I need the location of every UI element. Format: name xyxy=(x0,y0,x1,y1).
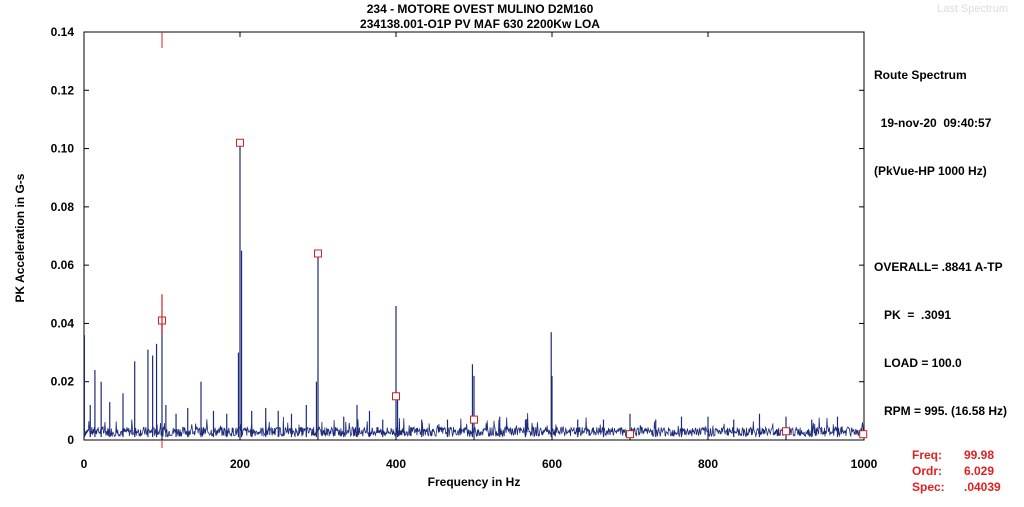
x-tick-label: 1000 xyxy=(851,457,878,471)
watermark: Last Spectrum xyxy=(937,3,1008,15)
peak-marker[interactable] xyxy=(470,415,478,424)
info-line xyxy=(874,211,1007,227)
peak-marker[interactable] xyxy=(236,138,244,147)
cursor-spec-value: .04039 xyxy=(964,480,1001,494)
spectrum-trace xyxy=(83,142,865,438)
info-line: Route Spectrum xyxy=(874,68,967,82)
cursor-freq: Freq: 99.98 xyxy=(912,447,994,463)
chart-axes: 0 0.02 0.04 0.06 0.08 0.10 0.12 0.14 0 200 400 600 8… xyxy=(51,25,878,471)
y-axis-label: PK Acceleration in G-s xyxy=(13,173,27,302)
peak-marker[interactable] xyxy=(859,430,868,439)
y-tick-label: 0.12 xyxy=(51,83,75,97)
x-tick-label: 400 xyxy=(386,457,406,471)
x-tick-label: 800 xyxy=(698,457,718,471)
peak-markers xyxy=(157,138,868,439)
cursor-freq-value: 99.98 xyxy=(964,448,995,462)
cursor-freq-label: Freq: xyxy=(912,448,942,462)
peak-marker[interactable] xyxy=(626,430,634,439)
peak-marker[interactable] xyxy=(782,427,790,436)
x-tick-label: 600 xyxy=(542,457,562,471)
y-tick-label: 0.02 xyxy=(51,375,75,389)
y-tick-label: 0.10 xyxy=(51,142,75,156)
y-tick-label: 0 xyxy=(67,433,74,447)
info-line: PK = .3091 xyxy=(874,308,952,322)
y-tick-label: 0.06 xyxy=(51,258,75,272)
cursor-spec: Spec: .04039 xyxy=(912,479,1001,495)
chart-subtitle: 234138.001-O1P PV MAF 630 2200Kw LOA xyxy=(360,17,600,31)
chart-title: 234 - MOTORE OVEST MULINO D2M160 xyxy=(366,2,594,16)
y-tick-label: 0.08 xyxy=(51,200,75,214)
x-axis-label: Frequency in Hz xyxy=(428,475,521,489)
info-line: OVERALL= .8841 A-TP xyxy=(874,260,1003,274)
cursor-readout: Freq: 99.98 Ordr: 6.029 Spec: .04039 xyxy=(912,447,1001,495)
x-tick-label: 0 xyxy=(81,457,88,471)
peak-marker[interactable] xyxy=(392,392,400,401)
cursor-order-label: Ordr: xyxy=(912,464,942,478)
peak-marker[interactable] xyxy=(314,249,322,258)
cursor-order: Ordr: 6.029 xyxy=(912,463,994,479)
info-line: 19-nov-20 09:40:57 xyxy=(874,116,992,130)
cursor-order-value: 6.029 xyxy=(964,464,995,478)
y-tick-label: 0.04 xyxy=(51,316,75,330)
cursor-spec-label: Spec: xyxy=(912,480,945,494)
x-tick-label: 200 xyxy=(230,457,250,471)
info-line: RPM = 995. (16.58 Hz) xyxy=(874,404,1008,418)
info-line: (PkVue-HP 1000 Hz) xyxy=(874,164,987,178)
info-panel: Route Spectrum 19-nov-20 09:40:57 (PkVue… xyxy=(874,35,1007,435)
y-tick-label: 0.14 xyxy=(51,25,75,39)
info-line: LOAD = 100.0 xyxy=(874,356,962,370)
